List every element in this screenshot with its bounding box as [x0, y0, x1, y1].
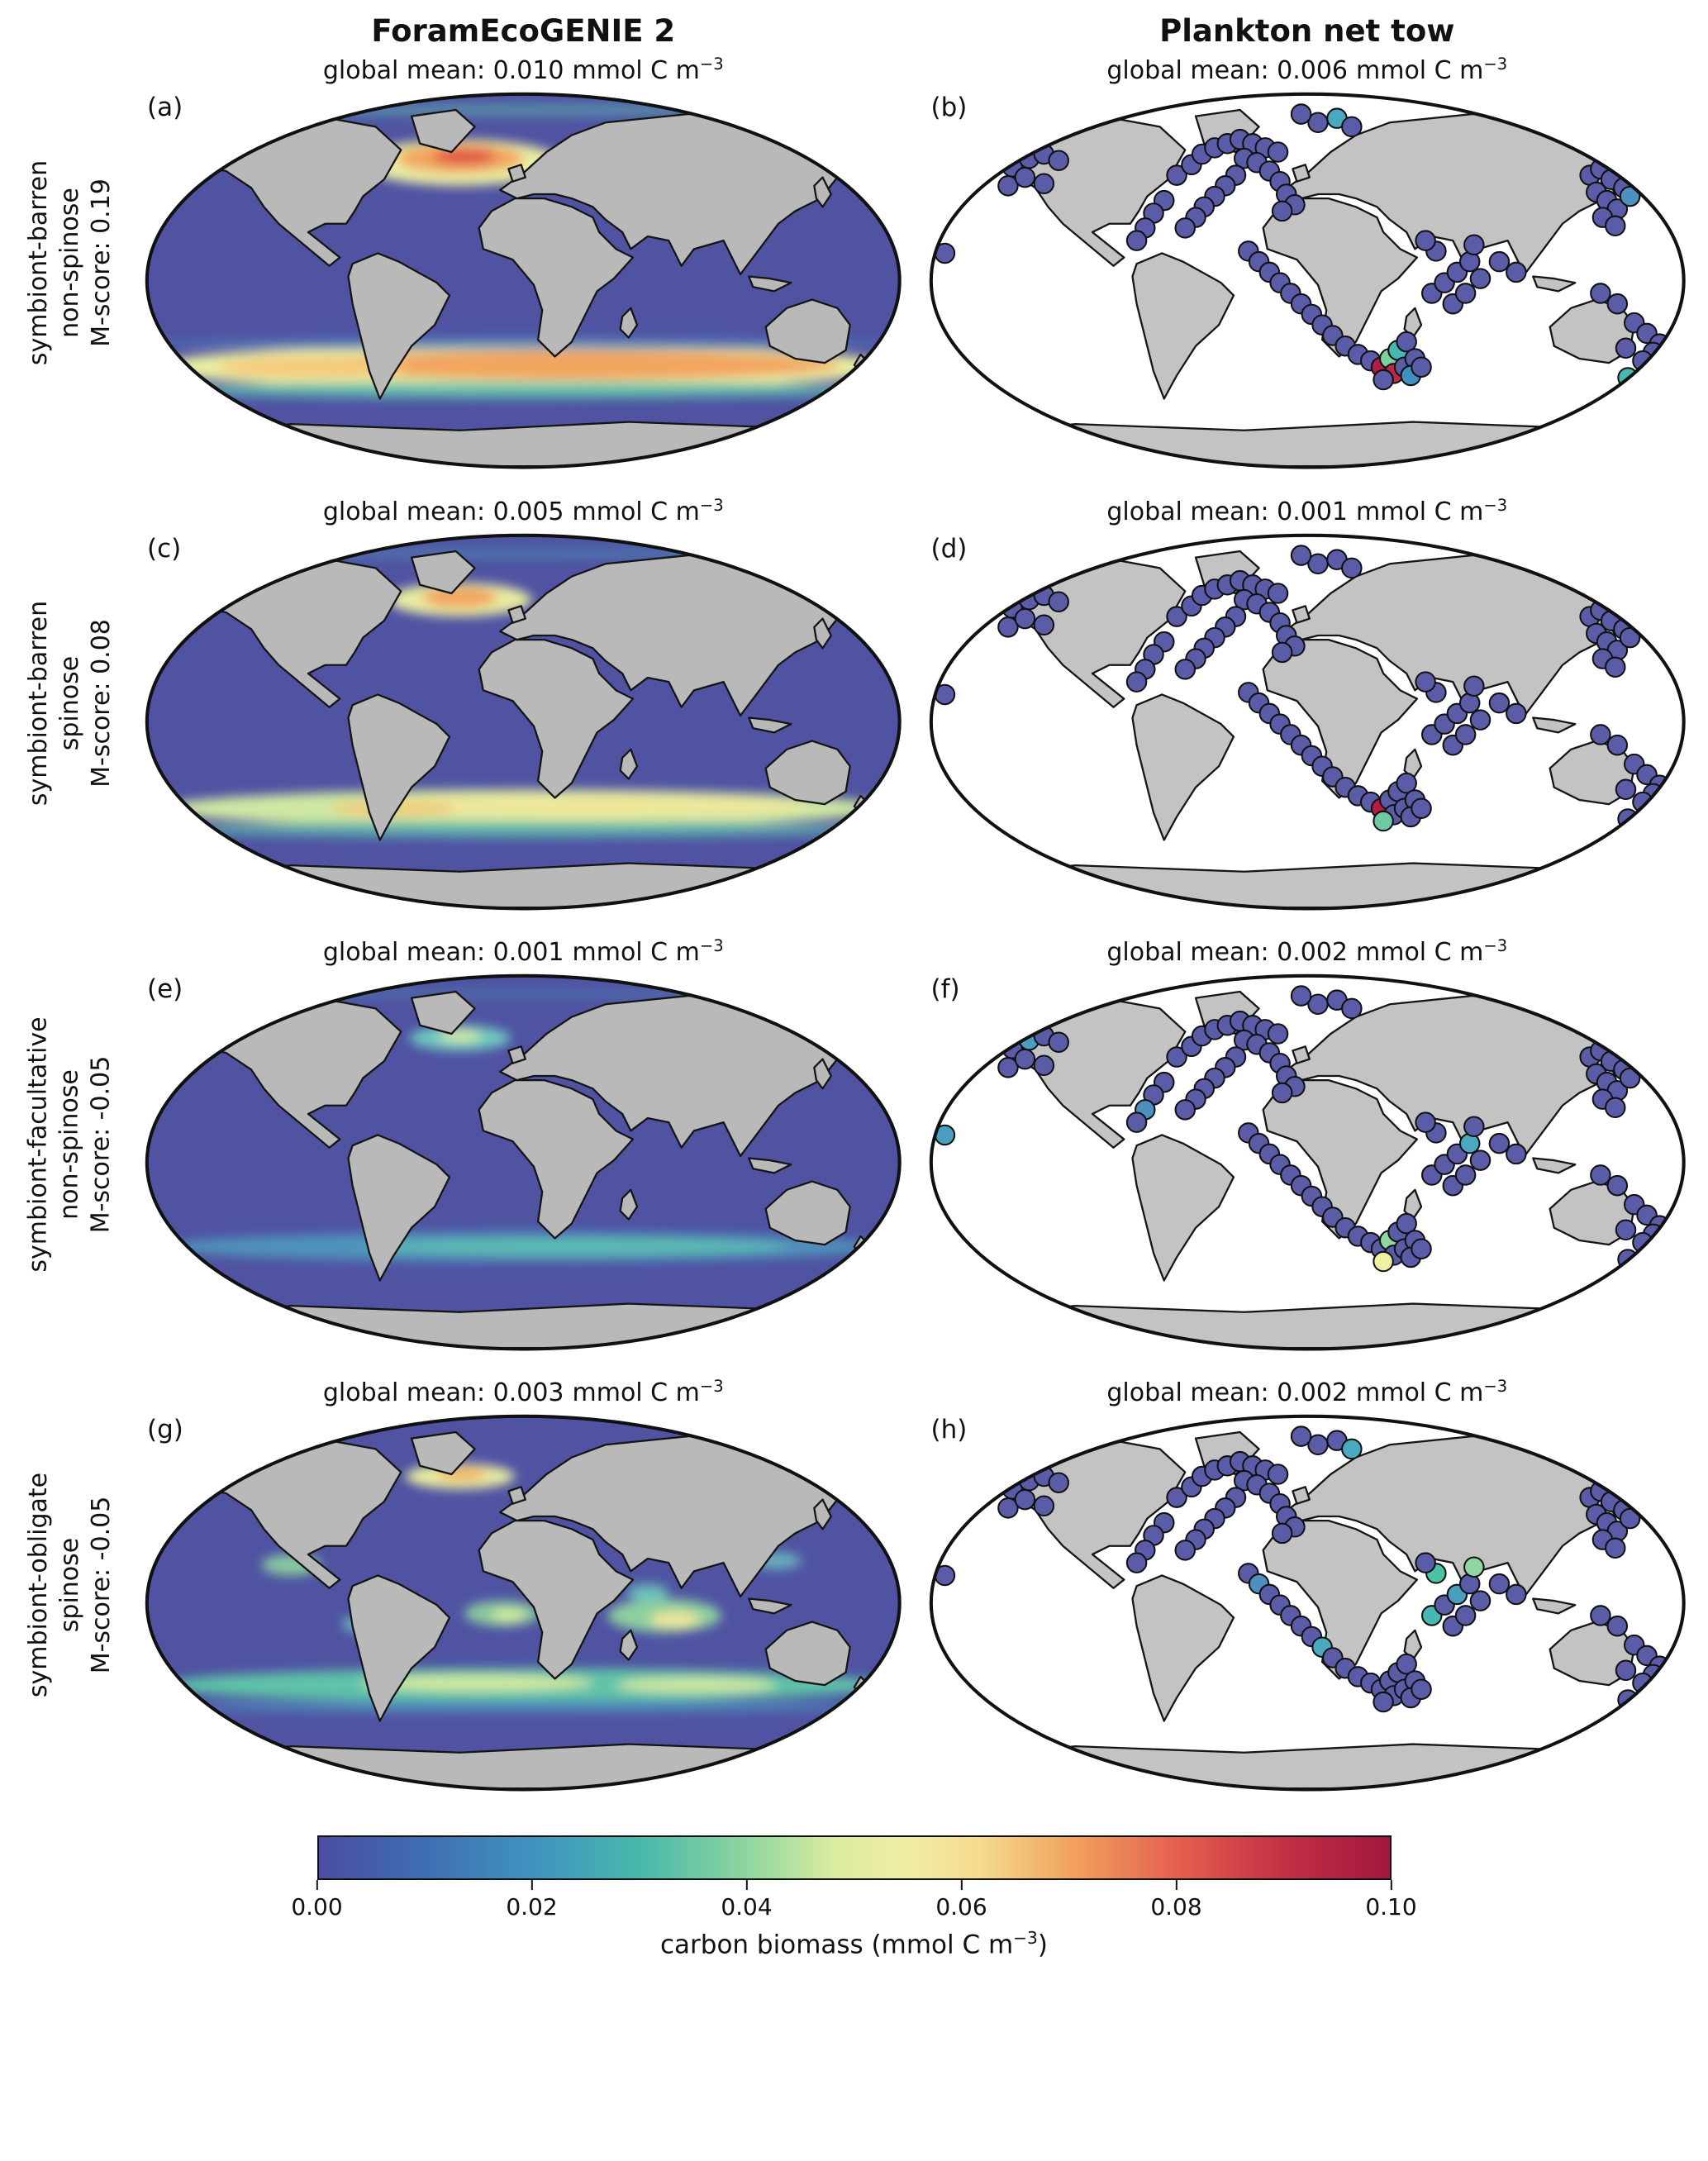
panel-c-title: global mean: 0.005 mmol C m−3	[144, 496, 903, 527]
row-label-2: symbiont-barren spinose M-score: 0.08	[21, 496, 119, 912]
header-spacer	[21, 13, 119, 50]
row-label-4: symbiont-obligate spinose M-score: -0.05	[21, 1377, 119, 1792]
model-map-g	[144, 1413, 903, 1792]
panel-e-title: global mean: 0.001 mmol C m−3	[144, 936, 903, 968]
row-label-line: spinose	[55, 656, 85, 751]
row-label-line: non-spinose	[55, 1069, 84, 1220]
obs-map-d	[928, 532, 1687, 912]
panel-f-title: global mean: 0.002 mmol C m−3	[928, 936, 1687, 968]
row-label-line: symbiont-barren	[24, 601, 54, 807]
row-symbiont-facultative-non-spinose: symbiont-facultative non-spinose M-score…	[21, 936, 1687, 1352]
global-mean-text: global mean: 0.003	[322, 1378, 564, 1408]
unit-label: mmol C m−3	[1356, 55, 1508, 86]
global-mean-text: global mean: 0.001	[322, 937, 564, 967]
panel-letter-f: (f)	[930, 973, 960, 1004]
row-symbiont-barren-spinose: symbiont-barren spinose M-score: 0.08 gl…	[21, 496, 1687, 912]
unit-label: mmol C m−3	[572, 495, 724, 526]
panel-g-title: global mean: 0.003 mmol C m−3	[144, 1377, 903, 1408]
panel-e: global mean: 0.001 mmol C m−3 (e)	[144, 936, 903, 1352]
unit-label: mmol C m−3	[1356, 495, 1508, 526]
model-map-e	[144, 973, 903, 1352]
unit-label: mmol C m−3	[1356, 935, 1508, 967]
row-label-3: symbiont-facultative non-spinose M-score…	[21, 936, 119, 1352]
obs-map-h	[928, 1413, 1687, 1792]
row-label-line: non-spinose	[55, 188, 85, 338]
model-map-c	[144, 532, 903, 912]
colorbar-tick: 0.10	[1365, 1880, 1417, 1921]
colorbar-tick: 0.08	[1150, 1880, 1202, 1921]
global-mean-text: global mean: 0.006	[1106, 56, 1348, 86]
unit-label: mmol C m−3	[572, 1377, 724, 1408]
row-label-line: M-score: 0.08	[87, 619, 117, 788]
unit-label: mmol C m−3	[572, 935, 724, 967]
row-label-line: symbiont-obligate	[24, 1472, 53, 1697]
panel-b: global mean: 0.006 mmol C m−3 (b)	[928, 55, 1687, 470]
row-label-line: spinose	[55, 1537, 84, 1632]
panel-h: global mean: 0.002 mmol C m−3 (h)	[928, 1377, 1687, 1792]
colorbar-gradient	[316, 1835, 1392, 1881]
column-headers: ForamEcoGENIE 2 Plankton net tow	[21, 13, 1687, 50]
model-map-a	[144, 91, 903, 470]
row-symbiont-barren-non-spinose: symbiont-barren non-spinose M-score: 0.1…	[21, 55, 1687, 470]
obs-map-b	[928, 91, 1687, 470]
panel-c: global mean: 0.005 mmol C m−3 (c)	[144, 496, 903, 912]
colorbar-tick: 0.04	[721, 1880, 773, 1921]
row-label-line: M-score: 0.19	[87, 178, 117, 347]
colorbar-ticks: 0.00 0.02 0.04 0.06 0.08 0.10	[291, 1880, 1417, 1926]
panel-d: global mean: 0.001 mmol C m−3 (d)	[928, 496, 1687, 912]
colorbar: 0.00 0.02 0.04 0.06 0.08 0.10 carbon bio…	[291, 1835, 1417, 1960]
panel-d-title: global mean: 0.001 mmol C m−3	[928, 496, 1687, 527]
panel-letter-h: (h)	[930, 1415, 968, 1445]
panel-letter-d: (d)	[930, 533, 968, 564]
panel-g: global mean: 0.003 mmol C m−3 (g)	[144, 1377, 903, 1792]
global-mean-text: global mean: 0.001	[1106, 497, 1348, 526]
panel-b-title: global mean: 0.006 mmol C m−3	[928, 55, 1687, 86]
row-symbiont-obligate-spinose: symbiont-obligate spinose M-score: -0.05…	[21, 1377, 1687, 1792]
colorbar-tick: 0.02	[506, 1880, 558, 1921]
row-label-1: symbiont-barren non-spinose M-score: 0.1…	[21, 55, 119, 470]
unit-label: mmol C m−3	[1356, 1377, 1508, 1408]
colorbar-label: carbon biomass (mmol C m−3)	[660, 1928, 1048, 1960]
panel-letter-g: (g)	[147, 1415, 183, 1445]
row-label-line: symbiont-barren	[24, 159, 54, 366]
row-label-line: M-score: -0.05	[87, 1055, 116, 1233]
left-column-title: ForamEcoGENIE 2	[371, 13, 676, 49]
unit-label: mmol C m−3	[572, 55, 724, 86]
global-mean-text: global mean: 0.010	[322, 56, 564, 86]
panel-letter-a: (a)	[147, 93, 183, 123]
colorbar-tick: 0.06	[935, 1880, 987, 1921]
global-mean-text: global mean: 0.002	[1106, 1378, 1348, 1408]
panel-letter-e: (e)	[147, 973, 183, 1004]
panel-letter-c: (c)	[147, 533, 182, 564]
row-label-line: symbiont-facultative	[24, 1016, 53, 1273]
panel-a-title: global mean: 0.010 mmol C m−3	[144, 55, 903, 86]
global-mean-text: global mean: 0.002	[1106, 937, 1348, 967]
colorbar-tick: 0.00	[291, 1880, 343, 1921]
global-mean-text: global mean: 0.005	[322, 497, 564, 526]
panel-a: global mean: 0.010 mmol C m−3 (a)	[144, 55, 903, 470]
panel-letter-b: (b)	[930, 93, 968, 123]
panel-h-title: global mean: 0.002 mmol C m−3	[928, 1377, 1687, 1408]
obs-map-f	[928, 973, 1687, 1352]
right-column-title: Plankton net tow	[1159, 13, 1455, 49]
panel-f: global mean: 0.002 mmol C m−3 (f)	[928, 936, 1687, 1352]
row-label-line: M-score: -0.05	[87, 1496, 116, 1674]
